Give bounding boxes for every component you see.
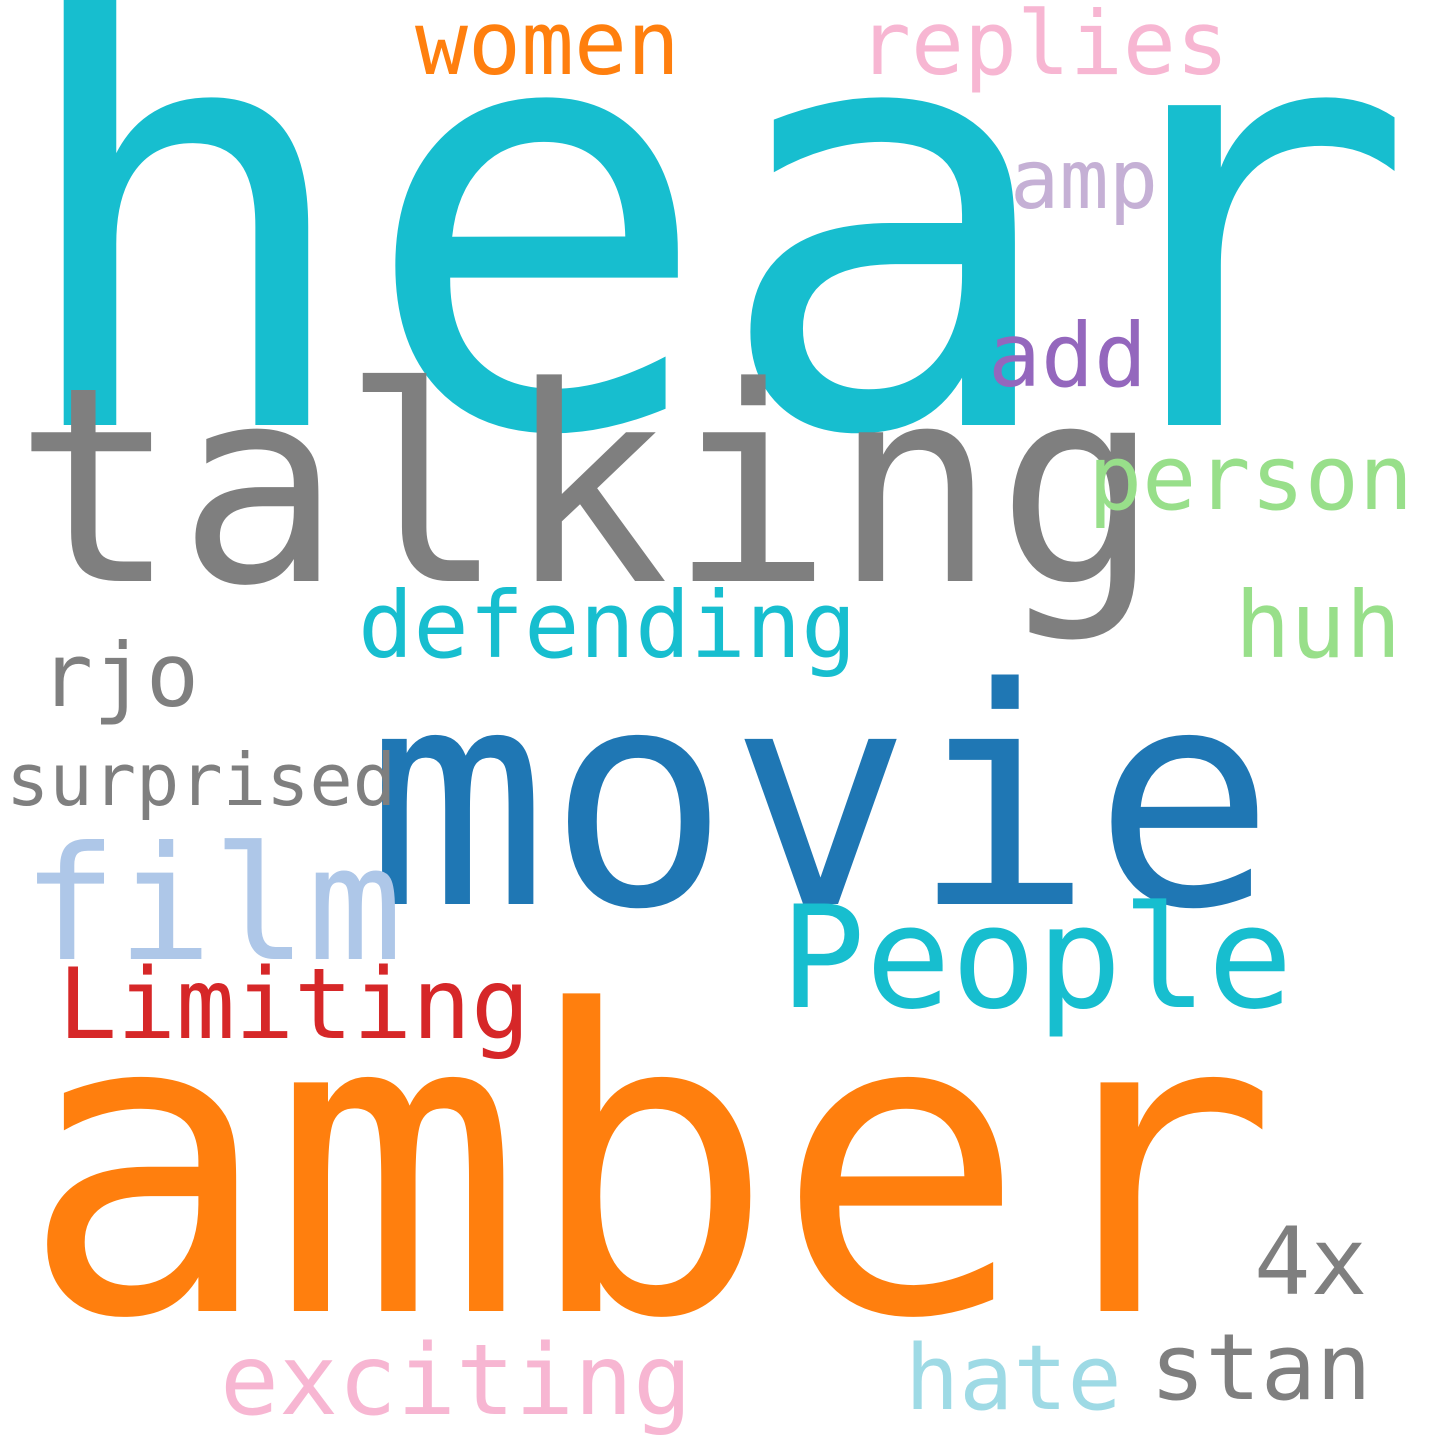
word-surprised: surprised bbox=[6, 738, 397, 822]
word-hate: hate bbox=[905, 1326, 1122, 1431]
word-stan: stan bbox=[1150, 1314, 1372, 1421]
word-person: person bbox=[1088, 426, 1414, 531]
word-film: film bbox=[22, 813, 403, 997]
word-add: add bbox=[988, 304, 1147, 407]
word-rjo: rjo bbox=[40, 624, 199, 727]
word-defending: defending bbox=[358, 572, 857, 679]
word-women: women bbox=[415, 0, 680, 95]
word-limiting: Limiting bbox=[58, 948, 531, 1062]
word-people: People bbox=[780, 876, 1293, 1041]
word-amber: amber bbox=[20, 923, 1279, 1410]
word-4x: 4x bbox=[1254, 1208, 1368, 1317]
word-huh: huh bbox=[1235, 572, 1402, 679]
word-movie: movie bbox=[366, 625, 1276, 976]
word-talking: talking bbox=[14, 330, 1161, 646]
word-heard: heard bbox=[8, 0, 1440, 563]
word-replies: replies bbox=[858, 0, 1229, 95]
word-amp: amp bbox=[1010, 133, 1159, 228]
word-exciting: exciting bbox=[220, 1324, 693, 1438]
